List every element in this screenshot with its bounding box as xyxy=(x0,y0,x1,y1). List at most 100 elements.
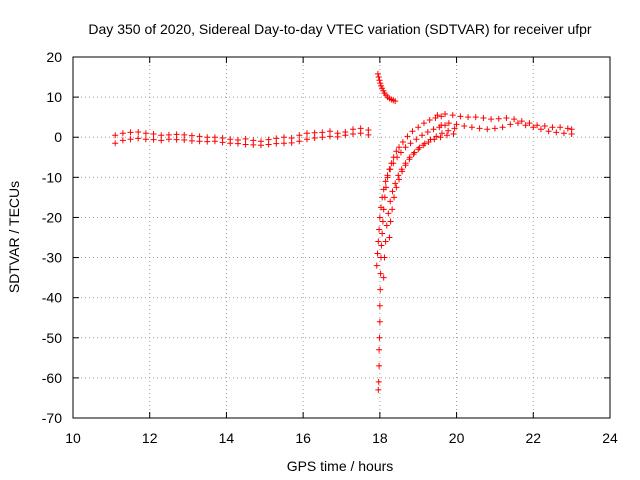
series-spike-cluster xyxy=(374,70,399,105)
y-tick-label: -40 xyxy=(42,290,62,306)
data-point xyxy=(173,136,180,143)
data-point xyxy=(381,254,388,261)
data-point xyxy=(296,138,303,145)
data-point xyxy=(445,127,452,134)
data-point xyxy=(461,122,468,129)
data-point xyxy=(409,128,416,135)
data-point xyxy=(376,362,383,369)
data-point xyxy=(407,140,414,147)
y-axis-label: SDTVAR / TECUs xyxy=(6,181,22,293)
data-point xyxy=(378,204,385,211)
data-point xyxy=(402,144,409,151)
y-tick-label: 20 xyxy=(46,49,62,65)
data-point xyxy=(410,151,417,158)
data-point xyxy=(311,135,318,142)
data-point xyxy=(326,133,333,140)
data-point xyxy=(564,125,571,132)
data-point xyxy=(377,80,384,87)
data-point xyxy=(127,129,134,136)
data-point xyxy=(273,135,280,142)
data-point xyxy=(250,141,257,148)
data-point xyxy=(280,140,287,147)
data-point xyxy=(219,139,226,146)
data-point xyxy=(568,131,575,138)
data-point xyxy=(135,135,142,142)
data-point xyxy=(451,125,458,132)
data-point xyxy=(434,112,441,119)
data-point xyxy=(387,166,394,173)
data-point xyxy=(181,137,188,144)
data-point xyxy=(142,136,149,143)
y-tick-label: 0 xyxy=(54,129,62,145)
data-point xyxy=(376,214,383,221)
data-point xyxy=(387,218,394,225)
data-point xyxy=(424,129,431,136)
y-tick-label: -20 xyxy=(42,209,62,225)
y-tick-label: -70 xyxy=(42,410,62,426)
data-point xyxy=(413,136,420,143)
data-point xyxy=(549,124,556,131)
data-point xyxy=(537,126,544,133)
data-point xyxy=(480,114,487,121)
data-point xyxy=(397,149,404,156)
data-point xyxy=(376,226,383,233)
y-tick-label: -60 xyxy=(42,370,62,386)
data-point xyxy=(303,130,310,137)
data-point xyxy=(503,114,510,121)
data-point xyxy=(420,142,427,149)
data-point xyxy=(375,386,382,393)
data-point xyxy=(514,120,521,127)
data-point xyxy=(545,128,552,135)
data-point xyxy=(391,194,398,201)
data-point xyxy=(142,130,149,137)
data-point xyxy=(379,230,386,237)
x-axis-label: GPS time / hours xyxy=(287,458,394,474)
grid xyxy=(73,57,610,418)
data-point xyxy=(288,139,295,146)
data-point xyxy=(357,130,364,137)
data-point xyxy=(392,180,399,187)
data-point xyxy=(334,133,341,140)
data-point xyxy=(518,118,525,125)
y-tick-label: -30 xyxy=(42,250,62,266)
data-point xyxy=(119,130,126,137)
data-point xyxy=(426,116,433,123)
data-point xyxy=(399,168,406,175)
data-point xyxy=(499,124,506,131)
data-point xyxy=(376,334,383,341)
data-point xyxy=(390,160,397,167)
series-arc-2 xyxy=(373,122,449,269)
x-tick-label: 18 xyxy=(372,430,388,446)
data-point xyxy=(376,346,383,353)
data-point xyxy=(296,132,303,139)
data-point xyxy=(396,176,403,183)
data-point xyxy=(375,238,382,245)
data-point xyxy=(488,116,495,123)
data-point xyxy=(375,378,382,385)
data-marks xyxy=(112,70,575,393)
x-tick-label: 14 xyxy=(219,430,235,446)
data-point xyxy=(541,122,548,129)
data-point xyxy=(112,140,119,147)
data-point xyxy=(173,131,180,138)
data-point xyxy=(393,184,400,191)
data-point xyxy=(419,132,426,139)
data-point xyxy=(181,131,188,138)
data-point xyxy=(420,120,427,127)
series-arc-3 xyxy=(380,125,458,281)
data-point xyxy=(438,130,445,137)
data-point xyxy=(204,138,211,145)
data-point xyxy=(150,136,157,143)
data-point xyxy=(395,172,402,179)
data-point xyxy=(380,274,387,281)
data-point xyxy=(386,234,393,241)
data-point xyxy=(491,125,498,132)
data-point xyxy=(234,140,241,147)
data-point xyxy=(374,250,381,257)
series-afternoon-band-upper xyxy=(434,110,575,133)
data-point xyxy=(158,137,165,144)
data-point xyxy=(392,98,399,105)
data-point xyxy=(311,129,318,136)
data-point xyxy=(484,126,491,133)
data-point xyxy=(242,141,249,148)
